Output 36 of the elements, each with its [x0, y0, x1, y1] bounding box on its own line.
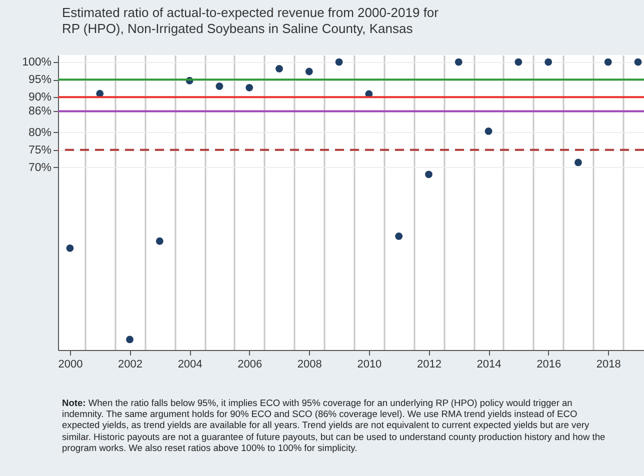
point: [246, 84, 254, 92]
point: [156, 237, 164, 245]
x-tick-label: 2018: [596, 358, 621, 370]
chart-title: Estimated ratio of actual-to-expected revenue from 2000-2019 for RP (HPO), Non-Irrigated Soybeans in Saline County, Kansas: [62, 5, 440, 37]
point: [484, 128, 492, 135]
point: [66, 244, 74, 252]
point: [126, 336, 134, 344]
y-tick-label: 100%: [22, 56, 52, 69]
point: [305, 68, 313, 76]
text: Note: When the ratio falls below 95%, it implies ECO with 95% coverage for an underlying RP (HPO) policy would trigger an indemnity. The same argument holds for 90% ECO and SCO (86% coverage level). We use RMA trend yields instead of ECO expected yields, as trend yields are available for all years. Trend yields are not equivalent to current expected yields but are very similar. Historic payouts are not a guarantee of future payouts, but can be used to understand county production history and how the program works. We also reset ratios above 100% to 100% for simplicity.: [62, 398, 606, 454]
x-tick-label: 2010: [357, 358, 382, 370]
point: [276, 64, 283, 72]
point: [604, 58, 612, 66]
x-tick-label: 2012: [416, 358, 442, 370]
x-tick-label: 2000: [58, 358, 83, 370]
y-tick-label: 95%: [28, 74, 52, 86]
x-tick-label: 2014: [476, 358, 502, 370]
x-tick-label: 2002: [118, 358, 142, 370]
y-tick-label: 70%: [28, 162, 52, 174]
y-tick-label: 86%: [28, 106, 52, 118]
point: [454, 58, 462, 66]
point: [574, 158, 582, 166]
x-tick-label: 2016: [536, 358, 562, 370]
point: [216, 82, 224, 90]
point: [544, 58, 552, 66]
x-tick-label: 2004: [178, 358, 202, 370]
y-tick-label: 80%: [28, 126, 52, 139]
point: [395, 232, 403, 240]
point: [425, 170, 432, 178]
point: [514, 58, 522, 66]
point: [634, 58, 642, 66]
point: [335, 58, 343, 66]
x-tick-label: 2008: [297, 358, 322, 370]
y-tick-label: 90%: [28, 92, 52, 104]
y-tick-label: 75%: [28, 144, 52, 156]
x-tick-label: 2006: [238, 358, 262, 370]
